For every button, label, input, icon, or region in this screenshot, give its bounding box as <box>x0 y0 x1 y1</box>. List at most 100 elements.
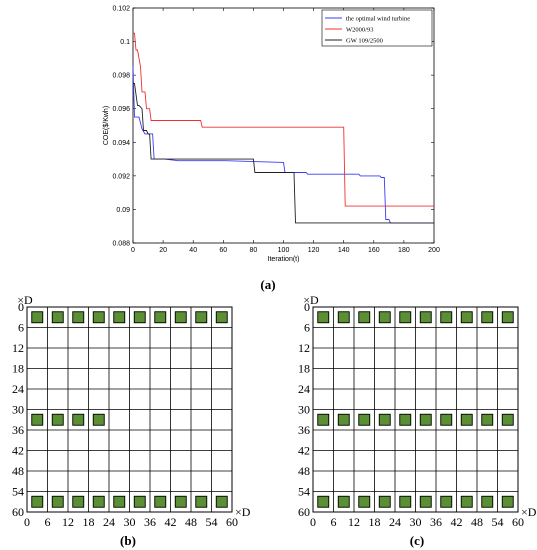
x-tick-label: 200 <box>428 247 440 254</box>
wind-turbine <box>378 413 391 426</box>
wind-turbine <box>133 311 146 324</box>
plot-area <box>132 7 435 244</box>
x-tick-label: 20 <box>159 247 167 254</box>
wind-turbine <box>501 413 514 426</box>
axis-unit-label: ×D <box>235 505 251 519</box>
wind-turbine <box>113 311 126 324</box>
wind-turbine <box>337 413 350 426</box>
wind-turbine <box>460 495 473 508</box>
wind-turbine <box>440 413 453 426</box>
wind-turbine <box>51 495 64 508</box>
wind-turbine <box>358 413 371 426</box>
y-tick-label: 6 <box>304 321 310 335</box>
wind-turbine <box>92 311 105 324</box>
x-tick-label: 48 <box>185 515 197 529</box>
x-tick-label: 60 <box>219 247 227 254</box>
y-tick-label: 12 <box>12 341 24 355</box>
x-tick-label: 0 <box>310 515 316 529</box>
x-tick-label: 0 <box>131 247 135 254</box>
wind-turbine <box>399 495 412 508</box>
wind-turbine <box>358 495 371 508</box>
y-tick-label: 0.1 <box>120 39 130 46</box>
x-tick-label: 160 <box>368 247 380 254</box>
y-tick-label: 48 <box>298 464 310 478</box>
y-tick-label: 36 <box>12 423 24 437</box>
wind-turbine <box>460 413 473 426</box>
y-tick-label: 60 <box>298 505 310 519</box>
x-tick-label: 24 <box>389 515 401 529</box>
x-axis-label: Iteration(t) <box>268 256 300 263</box>
x-tick-label: 48 <box>471 515 483 529</box>
legend-entry: W2000/93 <box>346 27 373 34</box>
x-tick-label: 60 <box>512 515 524 529</box>
wind-turbine <box>419 413 432 426</box>
y-tick-label: 30 <box>298 403 310 417</box>
panel-c-caption: (c) <box>410 533 424 548</box>
series-line-0 <box>132 66 434 224</box>
x-tick-label: 36 <box>144 515 156 529</box>
wind-turbine <box>501 495 514 508</box>
wind-turbine <box>195 311 208 324</box>
wind-turbine <box>51 413 64 426</box>
y-tick-label: 18 <box>12 362 24 376</box>
y-tick-label: 0.094 <box>112 140 130 147</box>
wind-turbine <box>31 413 44 426</box>
y-tick-label: 30 <box>12 403 24 417</box>
x-tick-label: 60 <box>226 515 238 529</box>
y-tick-label: 24 <box>298 382 310 396</box>
wind-turbine <box>31 495 44 508</box>
wind-turbine <box>337 495 350 508</box>
x-tick-label: 24 <box>103 515 115 529</box>
wind-turbine <box>378 495 391 508</box>
y-tick-label: 42 <box>298 444 310 458</box>
wind-turbine <box>31 311 44 324</box>
wind-turbine <box>154 495 167 508</box>
x-tick-label: 12 <box>62 515 74 529</box>
wind-turbine <box>481 495 494 508</box>
x-tick-label: 30 <box>410 515 422 529</box>
corner-unit-label: ×D <box>303 293 319 307</box>
y-tick-label: 18 <box>298 362 310 376</box>
wind-turbine <box>481 413 494 426</box>
wind-turbine <box>337 311 350 324</box>
x-tick-label: 6 <box>45 515 51 529</box>
y-tick-label: 0 <box>304 300 310 314</box>
series-line-2 <box>133 83 434 224</box>
wind-turbine <box>317 495 330 508</box>
wind-turbine <box>399 413 412 426</box>
y-tick-label: 0.088 <box>112 241 130 248</box>
panel-c-layout-grid: 0 6 12 18 24 30 36 42 48 54 6006121824303642485460… <box>298 293 537 529</box>
x-tick-label: 18 <box>83 515 95 529</box>
wind-turbine <box>358 311 371 324</box>
x-tick-label: 18 <box>369 515 381 529</box>
wind-turbine <box>317 413 330 426</box>
x-tick-label: 54 <box>206 515 218 529</box>
y-tick-label: 42 <box>12 444 24 458</box>
x-tick-label: 6 <box>331 515 337 529</box>
wind-turbine <box>72 413 85 426</box>
wind-turbine <box>174 311 187 324</box>
y-tick-label: 0.092 <box>112 173 130 180</box>
y-tick-label: 0.09 <box>116 207 130 214</box>
y-axis-label: COE($/Kwh) <box>103 106 110 145</box>
wind-turbine <box>378 311 391 324</box>
x-tick-label: 80 <box>250 247 258 254</box>
x-tick-label: 140 <box>338 247 350 254</box>
wind-turbine <box>133 495 146 508</box>
wind-turbine <box>195 495 208 508</box>
x-tick-label: 12 <box>348 515 360 529</box>
x-tick-label: 42 <box>451 515 463 529</box>
wind-turbine <box>215 311 228 324</box>
corner-unit-label: ×D <box>17 293 33 307</box>
panel-a-caption: (a) <box>260 277 275 292</box>
x-tick-label: 180 <box>398 247 410 254</box>
y-tick-label: 0.098 <box>112 73 130 80</box>
wind-turbine <box>72 311 85 324</box>
wind-turbine <box>113 495 126 508</box>
series-line-1 <box>133 32 434 207</box>
wind-turbine <box>154 311 167 324</box>
y-tick-label: 12 <box>298 341 310 355</box>
wind-turbine <box>92 413 105 426</box>
axis-unit-label: ×D <box>521 505 537 519</box>
